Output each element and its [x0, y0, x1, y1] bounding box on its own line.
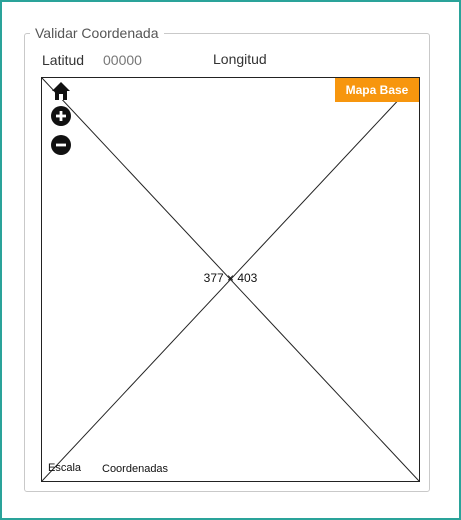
map-dimensions-label: 377 × 403 — [203, 271, 258, 285]
coordinates-readout: Coordenadas — [102, 463, 169, 475]
fieldset-legend: Validar Coordenada — [30, 25, 164, 41]
latitude-value[interactable]: 00000 — [103, 52, 142, 68]
longitude-label: Longitud — [213, 51, 267, 67]
scale-label: Escala — [48, 462, 82, 474]
latitude-label: Latitud — [42, 52, 85, 68]
base-map-button[interactable]: Mapa Base — [335, 78, 419, 102]
map-view[interactable]: 377 × 403 Mapa Base Escala Coordenadas — [41, 77, 420, 482]
zoom-out-icon[interactable] — [50, 134, 72, 156]
zoom-in-icon[interactable] — [50, 105, 72, 127]
map-placeholder-graphic — [42, 78, 419, 481]
coordinate-fieldset — [24, 33, 430, 492]
home-icon[interactable] — [50, 80, 72, 102]
